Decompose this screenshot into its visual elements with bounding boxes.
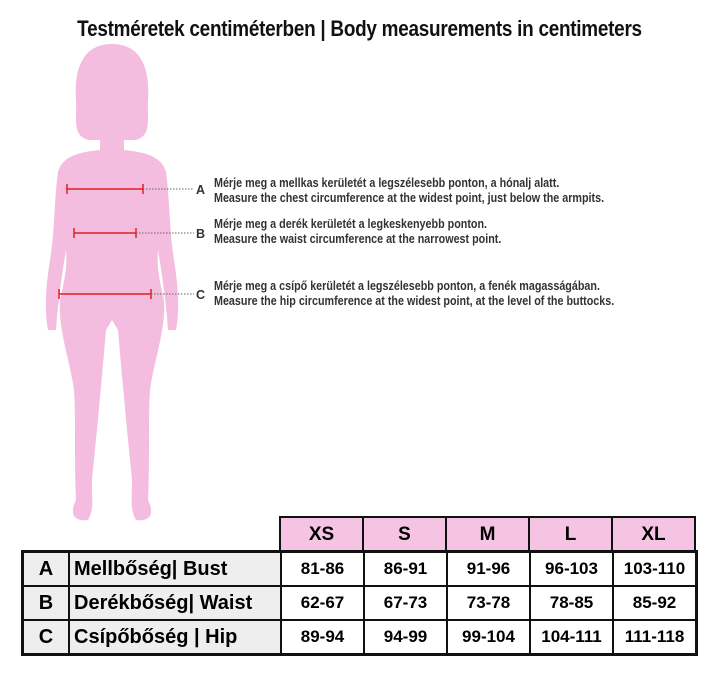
row-key: A xyxy=(21,550,70,587)
cell: 104-111 xyxy=(529,619,614,656)
instruction-b: Mérje meg a derék kerületét a legkeskeny… xyxy=(214,217,501,247)
instruction-hu: Mérje meg a mellkas kerületét a legszéle… xyxy=(214,176,560,190)
marker-c: C xyxy=(196,288,206,302)
row-key: B xyxy=(21,585,70,621)
row-label: Mellbőség| Bust xyxy=(68,550,282,587)
cell: 89-94 xyxy=(280,619,365,656)
cell: 86-91 xyxy=(363,550,448,587)
cell: 111-118 xyxy=(612,619,698,656)
marker-a: A xyxy=(196,183,206,197)
size-s: S xyxy=(362,516,447,553)
size-xl: XL xyxy=(611,516,696,553)
row-label: Csípőbőség | Hip xyxy=(68,619,282,656)
size-header: XS S M L XL xyxy=(279,516,696,553)
cell: 94-99 xyxy=(363,619,448,656)
instruction-hu: Mérje meg a csípő kerületét a legszélese… xyxy=(214,279,600,293)
cell: 67-73 xyxy=(363,585,448,621)
size-l: L xyxy=(528,516,613,553)
leader-lines xyxy=(136,188,194,295)
table-row: B Derékbőség| Waist 62-67 67-73 73-78 78… xyxy=(21,585,698,621)
cell: 81-86 xyxy=(280,550,365,587)
instruction-en: Measure the chest circumference at the w… xyxy=(214,191,605,205)
cell: 73-78 xyxy=(446,585,531,621)
cell: 85-92 xyxy=(612,585,698,621)
table-row: C Csípőbőség | Hip 89-94 94-99 99-104 10… xyxy=(21,619,698,656)
table-row: A Mellbőség| Bust 81-86 86-91 91-96 96-1… xyxy=(21,550,698,587)
marker-b: B xyxy=(196,227,206,241)
cell: 91-96 xyxy=(446,550,531,587)
instruction-a: Mérje meg a mellkas kerületét a legszéle… xyxy=(214,176,604,206)
instruction-en: Measure the waist circumference at the n… xyxy=(214,232,502,246)
cell: 62-67 xyxy=(280,585,365,621)
size-m: M xyxy=(445,516,530,553)
cell: 103-110 xyxy=(612,550,698,587)
instruction-en: Measure the hip circumference at the wid… xyxy=(214,294,615,308)
instruction-hu: Mérje meg a derék kerületét a legkeskeny… xyxy=(214,217,488,231)
cell: 78-85 xyxy=(529,585,614,621)
cell: 99-104 xyxy=(446,619,531,656)
row-label: Derékbőség| Waist xyxy=(68,585,282,621)
size-xs: XS xyxy=(279,516,364,553)
cell: 96-103 xyxy=(529,550,614,587)
page-title: Testméretek centiméterben | Body measure… xyxy=(77,16,642,41)
instruction-c: Mérje meg a csípő kerületét a legszélese… xyxy=(214,279,614,309)
row-key: C xyxy=(21,619,70,656)
figure-shape xyxy=(45,44,179,521)
measurement-table: A Mellbőség| Bust 81-86 86-91 91-96 96-1… xyxy=(21,550,698,656)
